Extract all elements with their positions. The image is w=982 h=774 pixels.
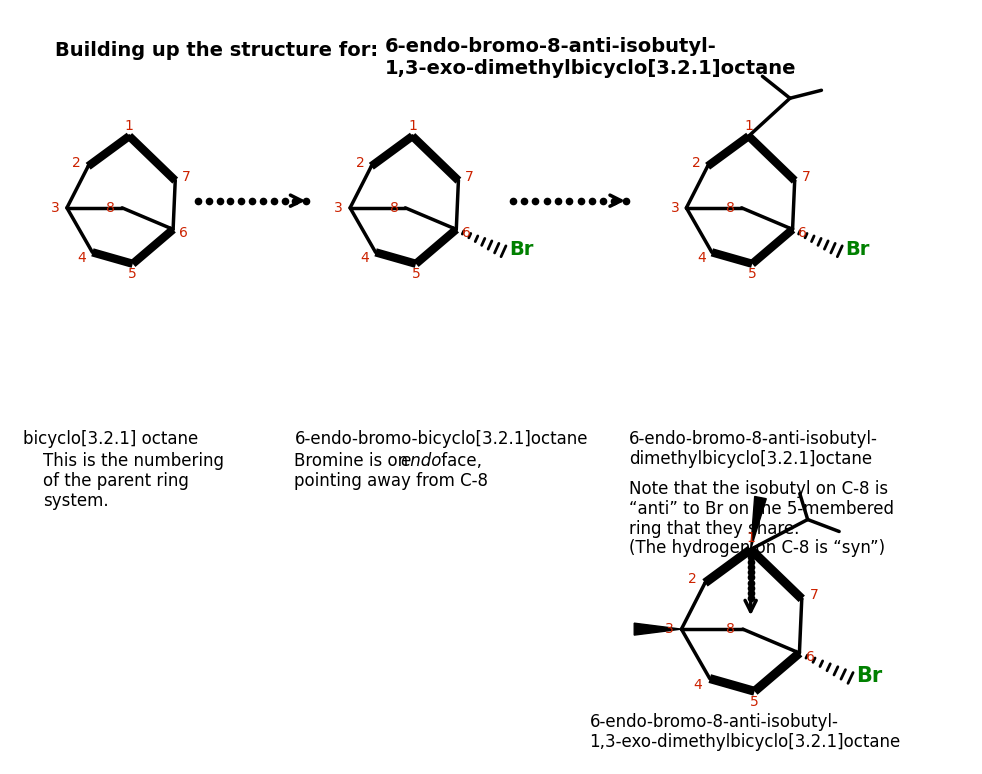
Text: 5: 5 [750,696,759,710]
Text: 5: 5 [748,267,756,281]
Text: 8: 8 [390,200,399,215]
Text: 4: 4 [78,251,86,265]
Text: 6-endo-bromo-bicyclo[3.2.1]octane: 6-endo-bromo-bicyclo[3.2.1]octane [295,430,588,448]
Text: 6-endo-bromo-8-anti-isobutyl-: 6-endo-bromo-8-anti-isobutyl- [589,713,839,731]
Text: 7: 7 [465,170,474,184]
Polygon shape [750,496,766,550]
Text: 7: 7 [810,587,819,602]
Text: 2: 2 [688,572,697,586]
Text: 1,3-exo-dimethylbicyclo[3.2.1]octane: 1,3-exo-dimethylbicyclo[3.2.1]octane [385,59,796,78]
Text: Bromine is on: Bromine is on [295,452,413,470]
Text: Br: Br [846,240,870,259]
Text: 8: 8 [726,622,735,636]
Text: 1: 1 [125,119,134,133]
Text: 6-endo-bromo-8-anti-isobutyl-: 6-endo-bromo-8-anti-isobutyl- [385,37,717,57]
Text: 6: 6 [806,650,815,664]
Text: “anti” to Br on the 5-membered: “anti” to Br on the 5-membered [628,499,894,518]
Text: endo: endo [401,452,442,470]
Text: 6: 6 [798,226,807,240]
Text: 2: 2 [692,156,701,170]
Text: 3: 3 [51,200,60,215]
Text: 5: 5 [411,267,420,281]
Text: 7: 7 [183,170,191,184]
Text: 8: 8 [726,200,735,215]
Text: 3: 3 [665,622,674,636]
Text: Building up the structure for:: Building up the structure for: [55,41,379,60]
Text: 1,3-exo-dimethylbicyclo[3.2.1]octane: 1,3-exo-dimethylbicyclo[3.2.1]octane [589,733,900,751]
Text: bicyclo[3.2.1] octane: bicyclo[3.2.1] octane [23,430,198,448]
Text: dimethylbicyclo[3.2.1]octane: dimethylbicyclo[3.2.1]octane [628,450,872,467]
Text: 6: 6 [179,226,188,240]
Text: 6: 6 [462,226,470,240]
Text: 1: 1 [744,119,753,133]
Text: 5: 5 [129,267,137,281]
Text: Br: Br [856,666,883,686]
Text: ring that they share.: ring that they share. [628,519,799,537]
Text: 7: 7 [801,170,810,184]
Text: of the parent ring: of the parent ring [42,471,189,490]
Text: 4: 4 [360,251,369,265]
Text: 4: 4 [693,678,702,692]
Text: 4: 4 [697,251,706,265]
Text: 2: 2 [73,156,82,170]
Text: Note that the isobutyl on C-8 is: Note that the isobutyl on C-8 is [628,480,888,498]
Text: pointing away from C-8: pointing away from C-8 [295,471,488,490]
Text: 3: 3 [335,200,343,215]
Text: Br: Br [510,240,534,259]
Text: system.: system. [42,491,108,509]
Text: 1: 1 [746,531,755,545]
Text: 6-endo-bromo-8-anti-isobutyl-: 6-endo-bromo-8-anti-isobutyl- [628,430,878,448]
Text: 3: 3 [671,200,680,215]
Text: face,: face, [436,452,482,470]
Text: This is the numbering: This is the numbering [42,452,224,470]
Text: 1: 1 [408,119,416,133]
Polygon shape [634,623,682,635]
Text: 2: 2 [355,156,364,170]
Text: (The hydrogen on C-8 is “syn”): (The hydrogen on C-8 is “syn”) [628,539,885,557]
Text: 8: 8 [106,200,115,215]
